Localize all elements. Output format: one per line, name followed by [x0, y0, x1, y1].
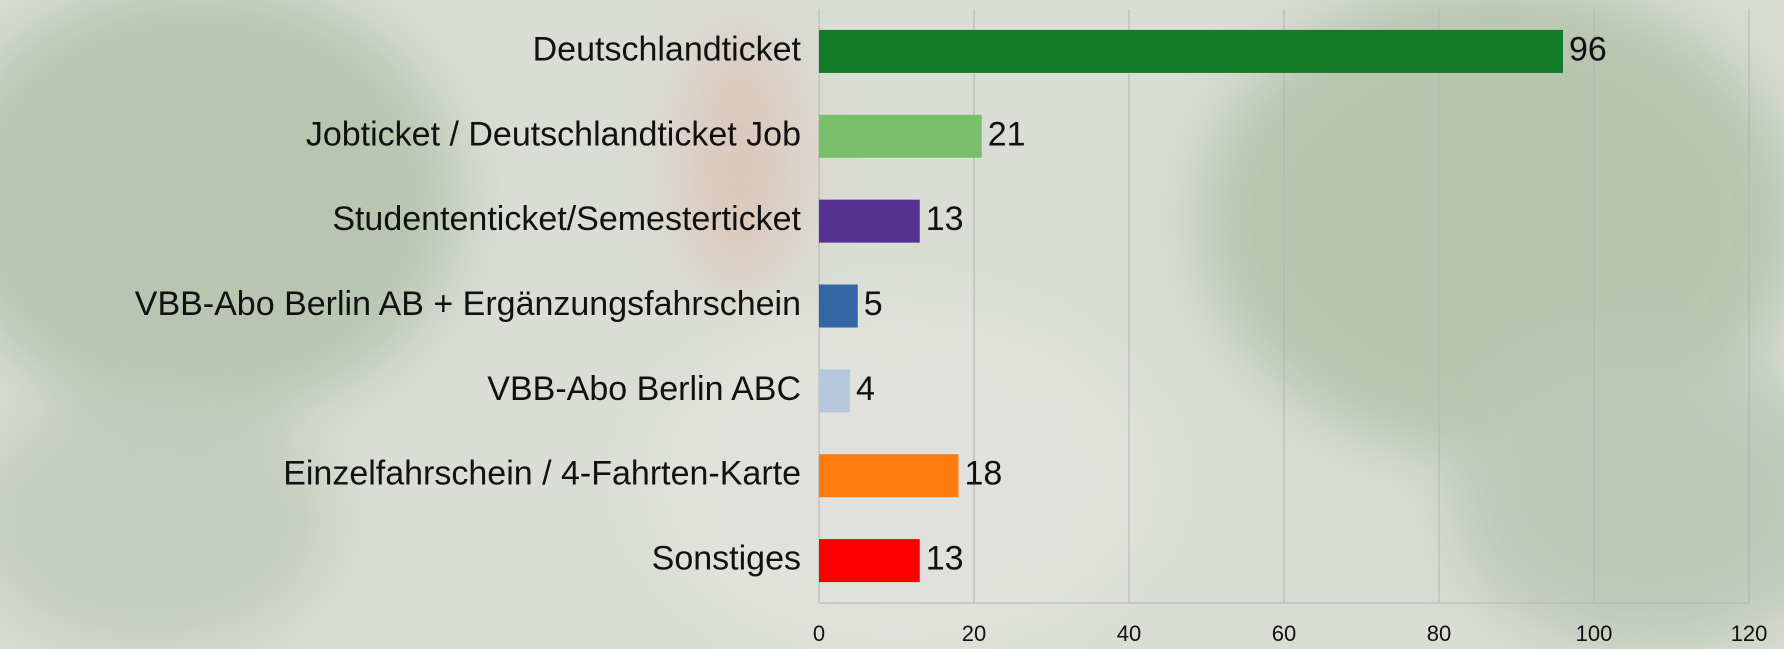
- bar: [819, 369, 850, 412]
- x-tick-label: 60: [1272, 621, 1296, 646]
- category-label: VBB-Abo Berlin AB + Ergänzungsfahrschein: [135, 285, 801, 323]
- bar: [819, 30, 1563, 73]
- bar: [819, 285, 858, 328]
- category-label: VBB-Abo Berlin ABC: [487, 370, 801, 408]
- bar: [819, 539, 920, 582]
- x-tick-label: 100: [1576, 621, 1613, 646]
- x-tick-label: 80: [1427, 621, 1451, 646]
- x-tick-label: 120: [1731, 621, 1768, 646]
- value-label: 13: [926, 200, 964, 238]
- chart: 0 20 40 60 80 100 120 Deutschlandticket 96 Jobtic…: [0, 0, 1784, 649]
- value-label: 21: [988, 115, 1026, 153]
- x-tick-label: 0: [813, 621, 825, 646]
- category-label: Einzelfahrschein / 4-Fahrten-Karte: [283, 455, 801, 493]
- value-label: 18: [965, 455, 1003, 493]
- category-label: Deutschlandticket: [533, 30, 802, 68]
- bar: [819, 115, 982, 158]
- bar: [819, 454, 959, 497]
- x-tick-label: 20: [962, 621, 986, 646]
- bar: [819, 200, 920, 243]
- category-label: Studententicket/Semesterticket: [332, 200, 801, 238]
- value-label: 5: [864, 285, 883, 323]
- value-label: 96: [1569, 30, 1607, 68]
- category-label: Jobticket / Deutschlandticket Job: [306, 115, 801, 153]
- value-label: 13: [926, 540, 964, 578]
- x-tick-label: 40: [1117, 621, 1141, 646]
- category-label: Sonstiges: [652, 540, 801, 578]
- value-label: 4: [856, 370, 875, 408]
